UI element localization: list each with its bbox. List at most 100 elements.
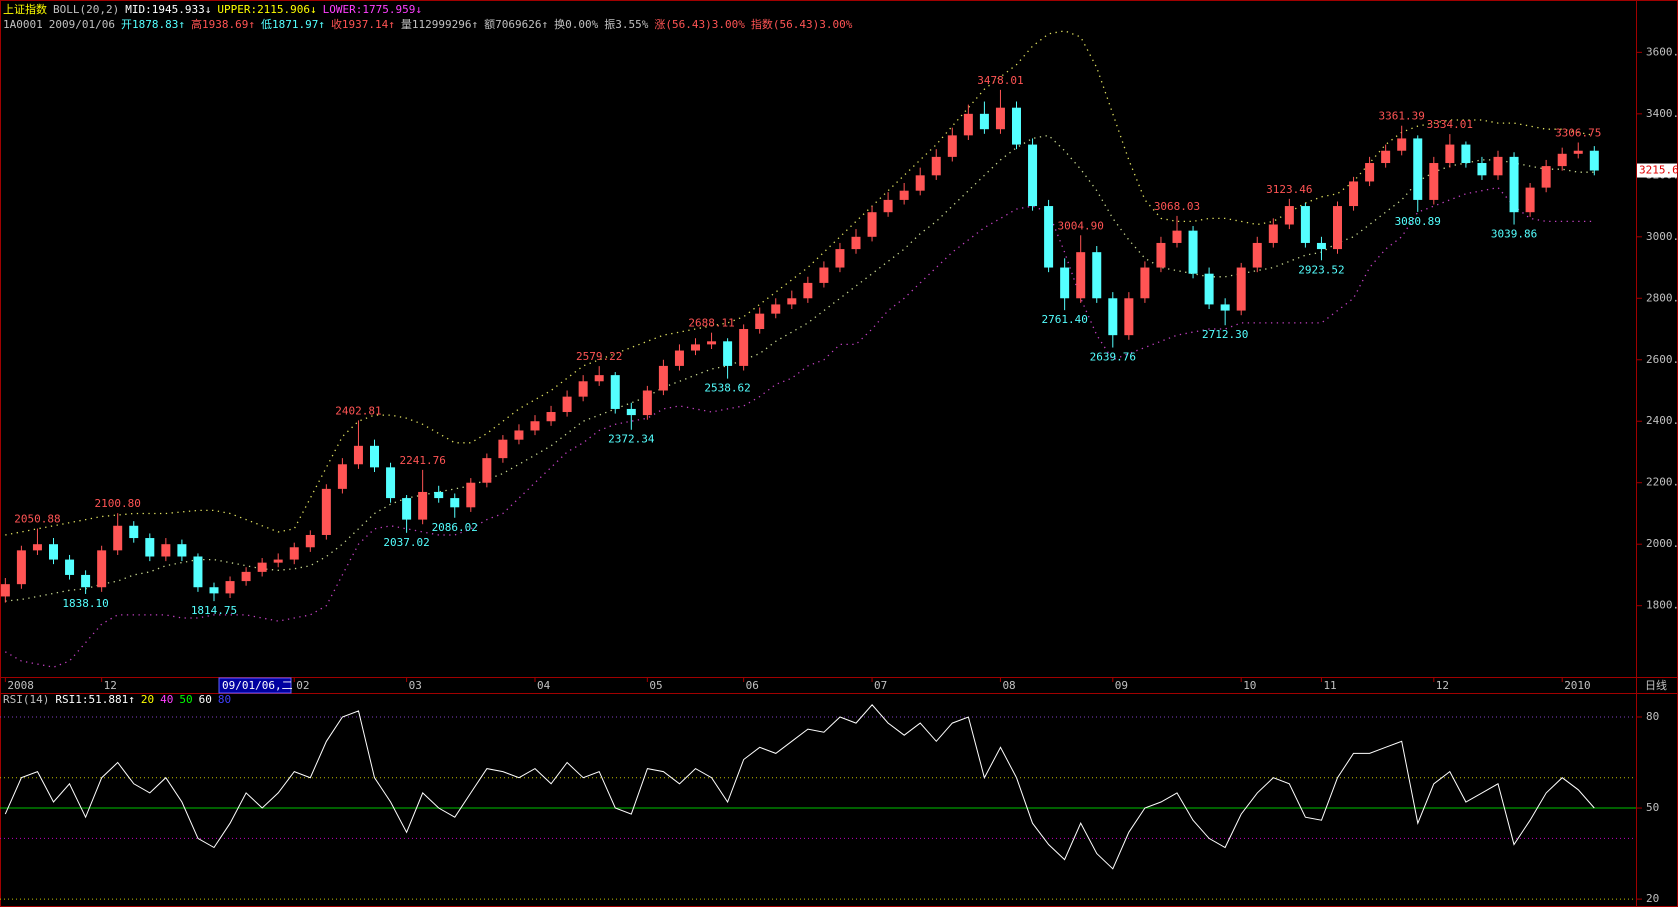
candle-body [1236,267,1246,311]
candle-body [1108,298,1118,336]
candle-body [1044,206,1054,268]
candle-body [81,574,91,588]
candle-body [867,212,877,237]
candle-body [819,267,829,283]
candle-body [321,488,331,535]
info-item: 上证指数 [3,2,47,16]
candle-body [1252,242,1262,268]
candle-body [1156,242,1166,268]
x-tick-label: 12 [104,679,117,692]
candle-body [305,534,315,548]
candle-body [803,282,813,299]
candle-body [691,344,700,351]
x-tick-label: 12 [1436,679,1449,692]
candle-body [514,430,524,440]
candle-body [963,113,973,136]
high-label: 2241.76 [399,454,445,467]
candle-body [402,498,412,520]
y-tick-label: 50 [1646,801,1659,814]
rsi-line [4,704,1595,870]
candle-body [65,559,75,575]
candle-body [1541,166,1551,188]
candle-body [1429,163,1439,200]
high-label: 3478.01 [977,74,1023,87]
candle-body [145,538,155,557]
info-item: 开1878.83↑ [121,18,185,31]
candle-body [562,396,572,413]
y-tick-label: 80 [1646,710,1659,723]
rsi-legend-item: 60 [199,693,212,706]
rsi-header: RSI(14) RSI1:51.881↑ 20 40 50 60 80 [3,693,231,706]
candle-body [835,249,845,268]
low-label: 2372.34 [608,433,655,446]
candle-body [273,559,283,563]
candle-body [1477,163,1487,176]
rsi-legend-item: 50 [179,693,192,706]
candle-body [594,375,604,382]
y-tick-label: 3400.0 [1646,107,1678,120]
candle-body [418,491,428,520]
low-label: 1814.75 [191,604,237,617]
candle-body [1172,230,1182,243]
candle-body [482,458,492,483]
candle-body [257,562,267,572]
candle-body [610,375,620,409]
rsi-title: RSI(14) [3,693,49,706]
y-tick-label: 2200.0 [1646,476,1678,489]
high-label: 2402.81 [335,404,381,417]
low-label: 2538.62 [704,382,750,395]
candle-body [755,313,765,330]
low-label: 2037.02 [383,536,429,549]
candle-body [578,381,588,397]
x-tick-label: 2010 [1564,679,1591,692]
candle-body [787,298,797,305]
y-tick-label: 3000.0 [1646,230,1678,243]
candle-body [707,341,717,345]
candle-body [289,547,299,560]
candle-body [337,464,347,489]
info-item: 涨(56.43)3.00% [654,18,745,31]
candle-body [1204,273,1214,305]
candle-body [626,408,636,416]
candle-body [1525,187,1535,213]
candle-body [241,571,251,582]
candle-body [1381,150,1391,164]
info-item: 低1871.97↑ [261,18,325,31]
candle-body [674,350,684,366]
candle-body [883,199,893,213]
low-label: 1838.10 [62,597,108,610]
rsi-legend-item: 80 [218,693,231,706]
low-label: 2639.76 [1090,351,1136,364]
y-tick-label: 2800.0 [1646,291,1678,304]
x-tick-label: 07 [874,679,887,692]
info-item: 2009/01/06 [49,18,115,31]
high-label: 3004.90 [1058,219,1104,232]
candle-body [1461,144,1471,164]
info-item: 指数(56.43)3.00% [751,17,853,31]
candle-body [947,135,957,157]
x-tick-label: 06 [746,679,759,692]
high-label: 3123.46 [1266,183,1312,196]
x-tick-label: 04 [537,679,551,692]
high-label: 3334.01 [1427,118,1473,131]
info-item: 收1937.14↑ [331,17,395,31]
candle-body [915,175,925,191]
candle-body [498,439,508,459]
high-label: 3361.39 [1379,110,1425,123]
candle-body [1284,206,1294,225]
candle-body [723,341,733,366]
cursor-label: 09/01/06,二 [222,679,293,692]
cursor-box [218,677,292,694]
candle-body [16,550,26,585]
candle-body [450,498,460,508]
candle-body [177,544,187,557]
x-tick-label: 08 [1002,679,1015,692]
info-line: 1A0001 2009/01/06 开1878.83↑ 高1938.69↑ 低1871.… [3,17,853,31]
candle-body [658,365,668,391]
candle-body [995,107,1005,130]
candle-body [1188,230,1198,274]
info-item: BOLL(20,2) [53,3,119,16]
y-tick-label: 3600.0 [1646,45,1678,58]
y-tick-label: 2600.0 [1646,353,1678,366]
